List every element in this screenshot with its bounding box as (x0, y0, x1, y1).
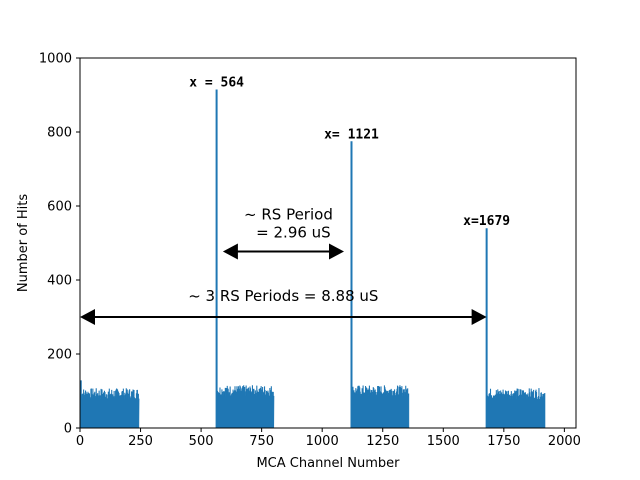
annotation-text: = 2.96 uS (256, 224, 331, 242)
x-tick-label: 1500 (427, 434, 460, 449)
histogram-band (351, 385, 410, 428)
period-annotations: ~ RS Period= 2.96 uS ~ 3 RS Periods = 8.8… (80, 206, 487, 325)
peak-labels: x = 564 x= 1121 x=1679 (189, 75, 510, 229)
x-tick-label: 750 (249, 434, 274, 449)
y-tick-label: 200 (47, 348, 72, 363)
y-tick-label: 600 (47, 200, 72, 215)
x-tick-label: 1250 (366, 434, 399, 449)
x-tick-label: 1000 (306, 434, 339, 449)
annotation-text: ~ 3 RS Periods = 8.88 uS (188, 287, 378, 305)
y-tick-label: 400 (47, 274, 72, 289)
peak-label: x= 1121 (324, 127, 379, 142)
histogram-band (216, 385, 275, 428)
histogram-band (80, 380, 140, 428)
histogram-peaks (215, 89, 488, 428)
y-tick-label: 800 (47, 126, 72, 141)
arrow-head (471, 309, 487, 325)
x-tick-label: 0 (76, 434, 84, 449)
annotation-text: ~ RS Period (244, 206, 333, 224)
arrow-head (328, 243, 344, 260)
peak-label: x=1679 (463, 214, 510, 229)
y-tick-label: 0 (64, 422, 72, 437)
arrow-head (80, 309, 95, 325)
x-axis-ticks: 0 250 500 750 1000 1250 1500 1750 2000 (76, 428, 581, 449)
arrow-head (222, 243, 238, 260)
histogram-bands (80, 380, 546, 428)
peak-label: x = 564 (189, 75, 244, 90)
x-tick-label: 2000 (548, 434, 581, 449)
plot-frame (79, 57, 577, 429)
x-tick-label: 500 (189, 434, 214, 449)
x-axis-label: MCA Channel Number (256, 456, 400, 471)
x-tick-label: 250 (128, 434, 153, 449)
x-tick-label: 1750 (487, 434, 520, 449)
y-axis-ticks: 0 200 400 600 800 1000 (39, 52, 80, 437)
y-tick-label: 1000 (39, 52, 72, 67)
y-axis-label: Number of Hits (16, 194, 31, 293)
histogram-band (486, 388, 546, 428)
